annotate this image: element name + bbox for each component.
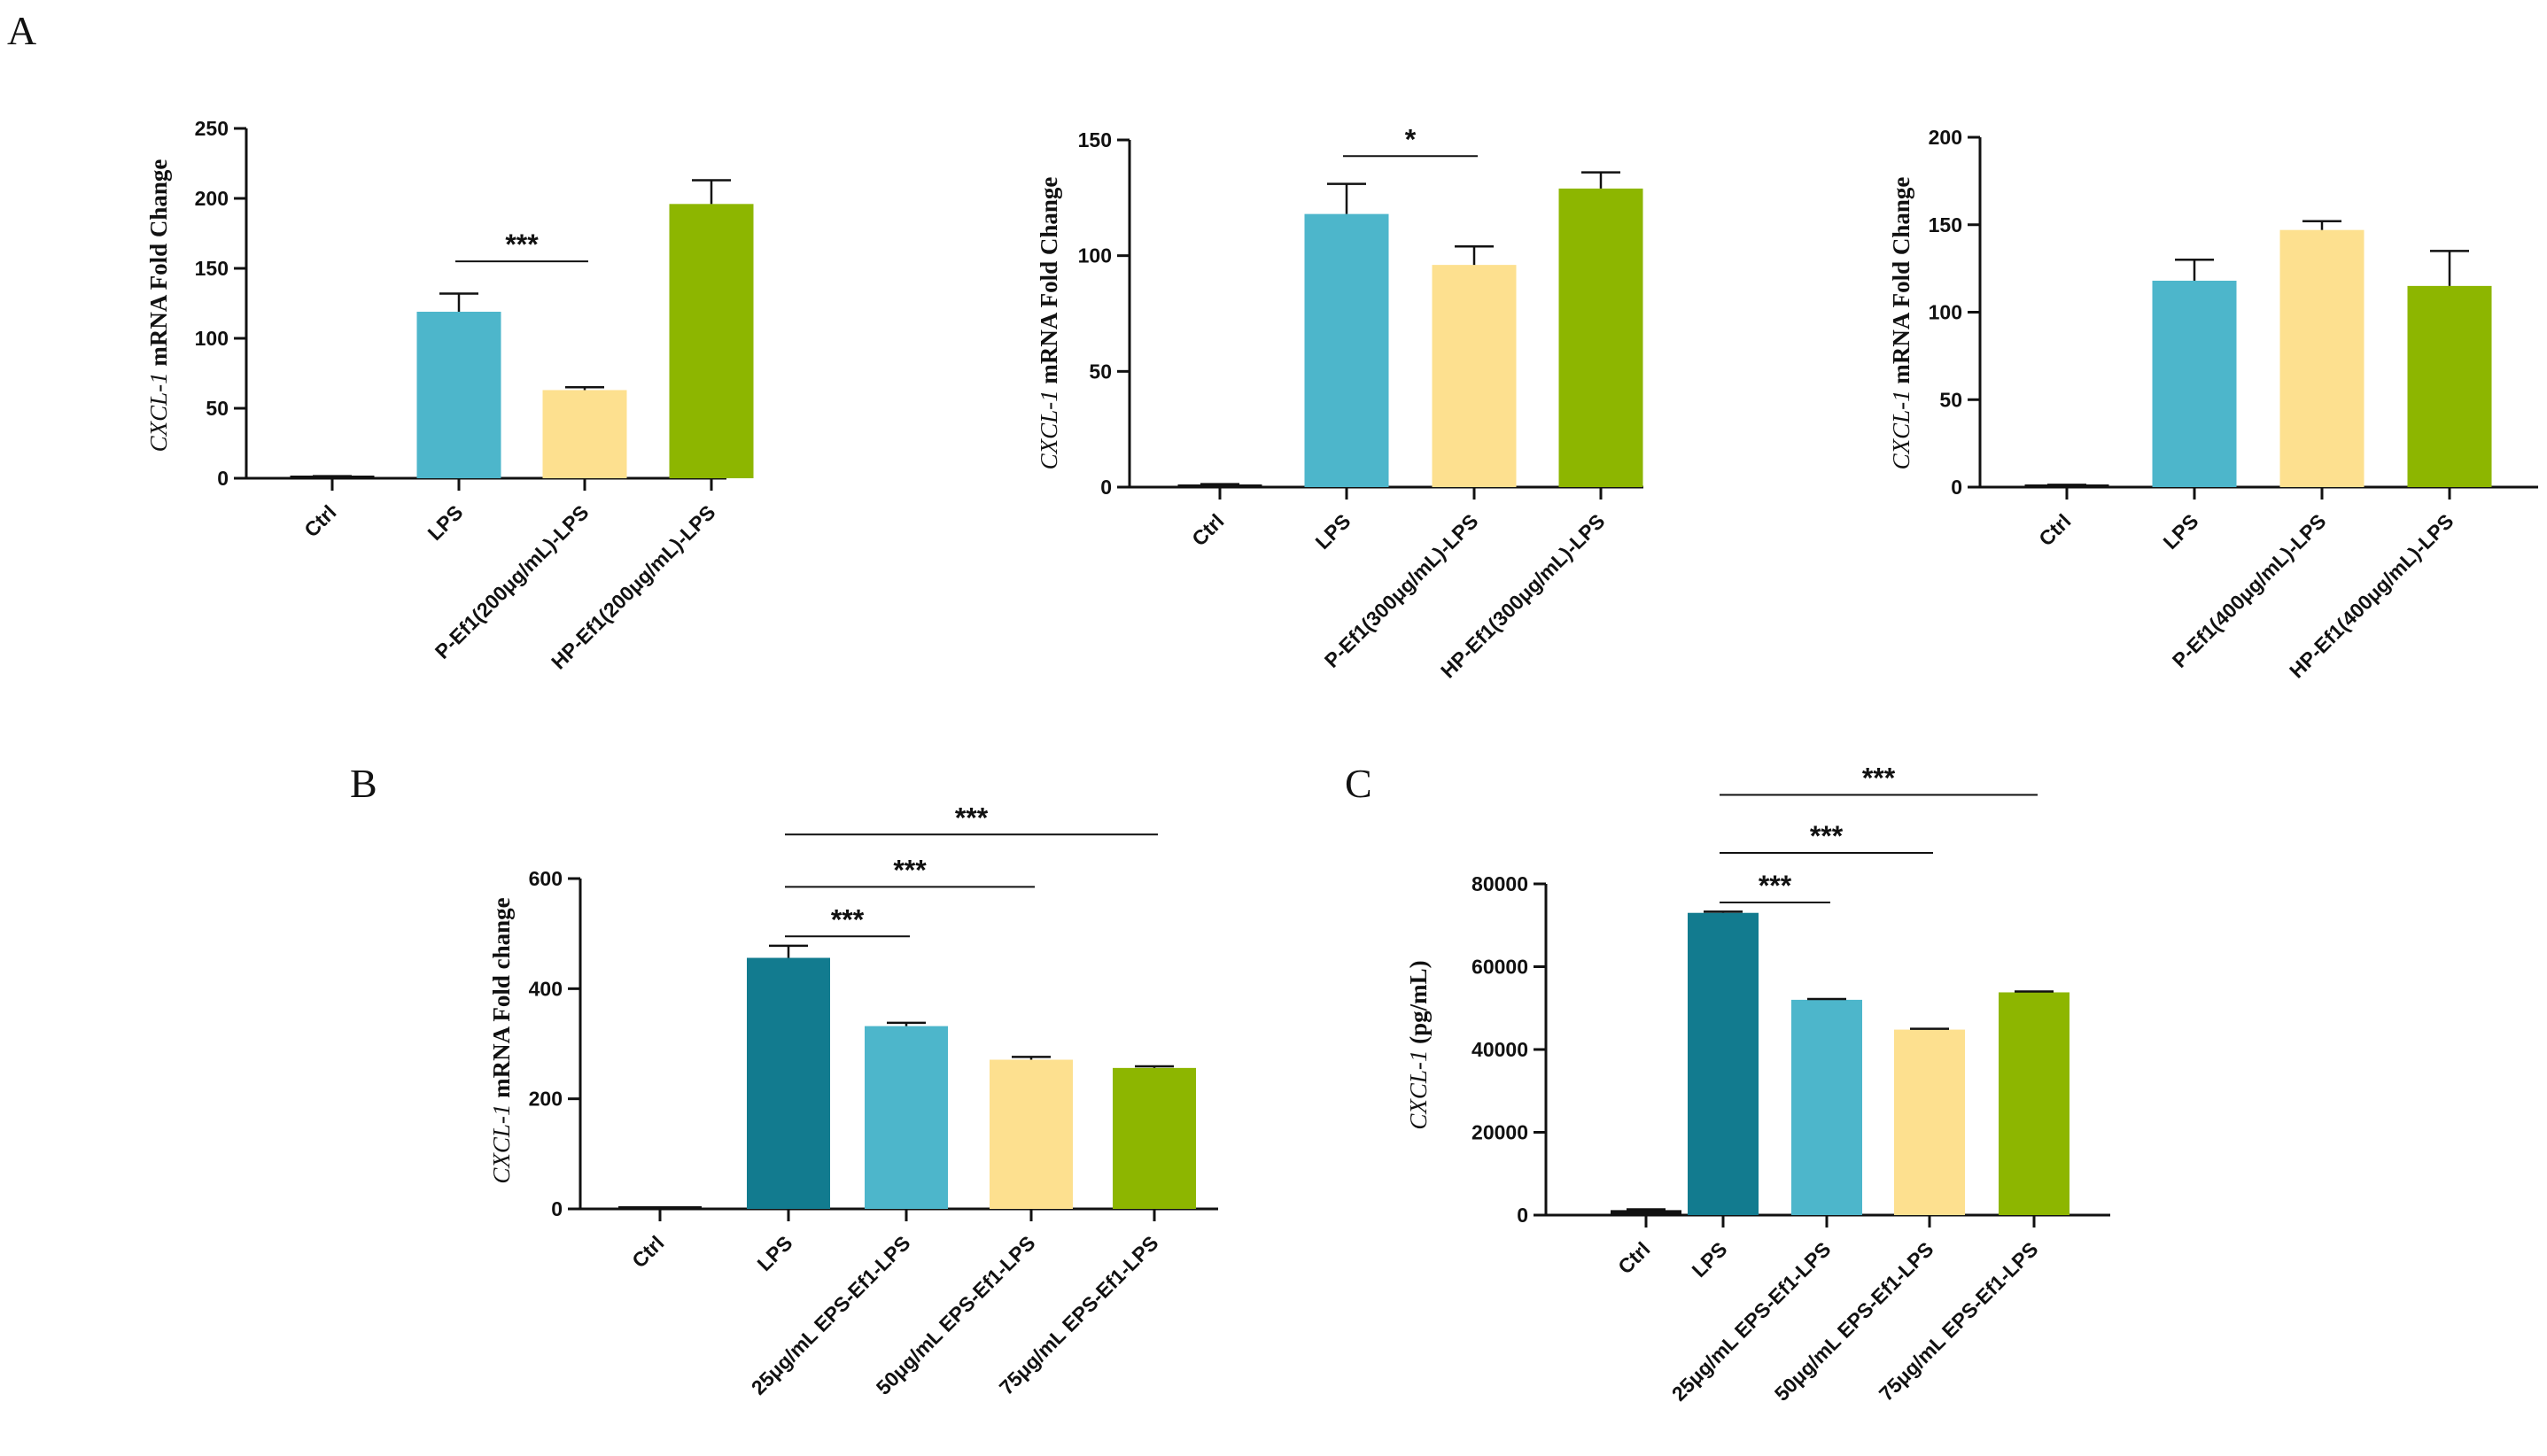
y-tick-label: 40000 <box>1472 1038 1528 1061</box>
y-tick-label: 80000 <box>1472 872 1528 895</box>
y-tick-label: 200 <box>529 1088 563 1111</box>
y-axis-label: CXCL-1 mRNA Fold Change <box>145 159 172 453</box>
y-axis-label-measure: (pg/mL) <box>1405 960 1432 1049</box>
y-axis-label: CXCL-1 mRNA Fold change <box>488 897 515 1183</box>
significance-stars: *** <box>1810 820 1844 852</box>
y-tick-label: 0 <box>1951 476 1962 499</box>
y-tick-label: 200 <box>195 187 229 210</box>
chart-a3: 0 50 100 150 200 CXCL-1 mRNA Fold Change Ctrl L… <box>1888 126 2538 683</box>
bar <box>865 1026 948 1209</box>
category-label: Ctrl <box>2034 509 2075 550</box>
y-axis-label-measure: mRNA Fold change <box>488 897 515 1104</box>
y-axis-label-measure: mRNA Fold Change <box>1036 177 1062 391</box>
y-tick-label: 100 <box>195 327 229 350</box>
significance-stars: * <box>1405 123 1417 155</box>
y-axis-label: CXCL-1 (pg/mL) <box>1405 960 1432 1129</box>
bar <box>416 311 501 478</box>
y-axis-label-gene: CXCL-1 <box>1036 390 1062 469</box>
y-axis-label-measure: mRNA Fold Change <box>145 159 172 373</box>
y-tick-label: 0 <box>217 467 229 490</box>
panel-letter-a: A <box>7 8 36 53</box>
category-label: Ctrl <box>627 1231 668 1272</box>
y-tick-label: 50 <box>1089 360 1112 383</box>
y-tick-label: 600 <box>529 867 563 890</box>
bar <box>1177 484 1262 487</box>
y-axis-label-gene: CXCL-1 <box>1405 1050 1432 1130</box>
category-label: LPS <box>423 500 468 545</box>
bar <box>1791 999 1862 1215</box>
bar <box>1113 1067 1196 1209</box>
y-tick-label: 250 <box>195 117 229 140</box>
y-tick-label: 150 <box>1078 128 1112 151</box>
panel-letter-b: B <box>350 761 377 806</box>
bar <box>990 1059 1073 1209</box>
bar <box>2407 285 2492 487</box>
bar <box>1894 1029 1965 1215</box>
bar <box>2279 229 2365 487</box>
bar <box>669 204 754 478</box>
y-tick-label: 100 <box>1078 244 1112 267</box>
y-tick-label: 150 <box>1929 213 1962 236</box>
bar <box>1304 213 1389 488</box>
y-tick-label: 0 <box>1100 476 1112 499</box>
y-axis-label-gene: CXCL-1 <box>488 1104 515 1184</box>
y-tick-label: 200 <box>1929 126 1962 149</box>
bar <box>1558 188 1643 487</box>
category-label: LPS <box>2159 509 2203 554</box>
significance-stars: *** <box>1759 870 1792 902</box>
panel-letter-c: C <box>1345 761 1372 806</box>
category-label: Ctrl <box>299 500 340 541</box>
bar <box>1999 992 2069 1215</box>
bar <box>747 957 830 1209</box>
category-label: LPS <box>753 1231 797 1275</box>
y-tick-label: 50 <box>206 397 229 420</box>
bar <box>1432 265 1517 487</box>
y-tick-label: 50 <box>1939 388 1962 411</box>
chart-a1: 0 50 100 150 200 250 CXCL-1 mRNA Fold Change Ct… <box>145 117 754 674</box>
chart-b: 0 200 400 600 CXCL-1 mRNA Fold change Ctrl LPS… <box>488 802 1218 1399</box>
charts-group: 0 50 100 150 200 250 CXCL-1 mRNA Fold Change Ct… <box>145 117 2538 1406</box>
chart-c: 0 20000 40000 60000 80000 CXCL-1 (pg/mL) Ctrl L… <box>1405 762 2110 1406</box>
y-tick-label: 20000 <box>1472 1121 1528 1144</box>
significance-stars: *** <box>831 903 865 935</box>
category-label: Ctrl <box>1187 509 1228 550</box>
significance-stars: *** <box>1862 762 1896 794</box>
y-axis-label: CXCL-1 mRNA Fold Change <box>1888 177 1914 470</box>
y-tick-label: 0 <box>1517 1204 1528 1227</box>
y-axis-label-gene: CXCL-1 <box>1888 390 1914 469</box>
y-tick-label: 100 <box>1929 301 1962 324</box>
bar <box>1688 912 1759 1215</box>
y-axis-label-gene: CXCL-1 <box>145 372 172 452</box>
category-label: Ctrl <box>1613 1237 1654 1278</box>
significance-stars: *** <box>955 802 989 833</box>
y-tick-label: 0 <box>551 1197 563 1220</box>
bar <box>2152 280 2237 487</box>
y-tick-label: 150 <box>195 257 229 280</box>
significance-stars: *** <box>893 854 927 886</box>
bar <box>1611 1210 1681 1215</box>
y-axis-label: CXCL-1 mRNA Fold Change <box>1036 177 1062 470</box>
y-tick-label: 400 <box>529 977 563 1000</box>
bar <box>542 390 627 478</box>
y-axis-label-measure: mRNA Fold Change <box>1888 177 1914 391</box>
category-label: LPS <box>1311 509 1355 554</box>
category-label: LPS <box>1688 1237 1732 1282</box>
y-tick-label: 60000 <box>1472 956 1528 979</box>
significance-stars: *** <box>505 228 539 260</box>
